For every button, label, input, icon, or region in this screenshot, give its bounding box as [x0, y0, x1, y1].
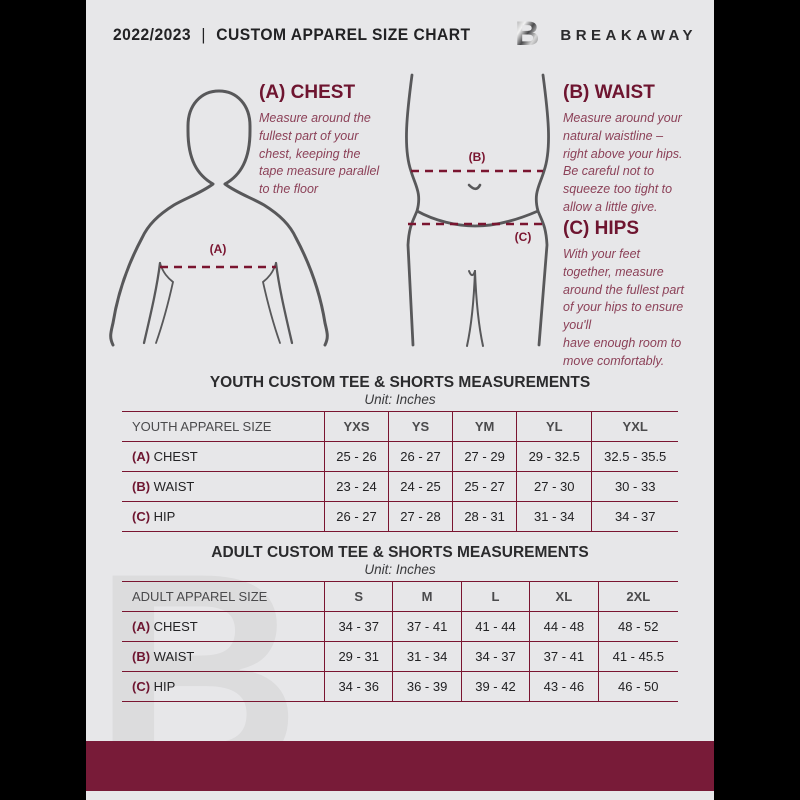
svg-text:(B): (B): [469, 150, 486, 164]
svg-text:(C): (C): [515, 230, 532, 244]
svg-text:B: B: [517, 18, 540, 52]
svg-text:(A): (A): [210, 242, 227, 256]
